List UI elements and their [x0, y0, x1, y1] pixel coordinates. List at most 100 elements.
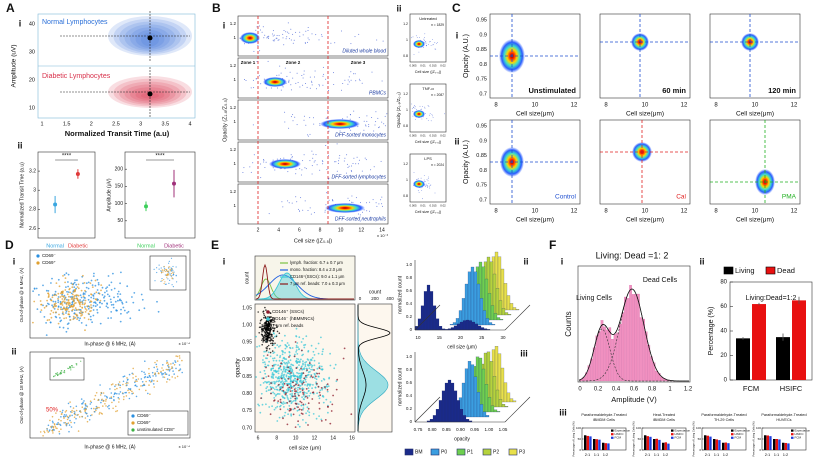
scatter-dot — [55, 426, 57, 428]
legend-marker — [266, 310, 270, 314]
sample-label: PBMCs — [369, 90, 386, 96]
scatter-dot — [261, 319, 263, 321]
scatter-dot — [264, 370, 266, 372]
scatter-dot — [309, 362, 311, 364]
scatter-dot — [257, 26, 258, 27]
scatter-dot — [58, 431, 60, 433]
scatter-dot — [362, 171, 363, 172]
scatter-dot — [272, 367, 274, 369]
scatter-dot — [263, 313, 265, 315]
scatter-dot — [299, 426, 301, 428]
scatter-dot — [272, 392, 274, 394]
scatter-dot — [81, 297, 83, 299]
scatter-dot — [72, 367, 73, 368]
histogram-bar — [635, 294, 637, 381]
scatter-dot — [305, 43, 306, 44]
scatter-dot — [301, 382, 303, 384]
scatter-dot — [291, 390, 293, 392]
scatter-dot — [299, 36, 300, 37]
scatter-dot — [73, 286, 75, 288]
scatter-dot — [165, 284, 166, 285]
scatter-dot — [68, 300, 70, 302]
scatter-dot — [383, 41, 384, 42]
y-tick-label: 60 — [720, 304, 727, 310]
scatter-dot — [305, 200, 306, 201]
scatter-dot — [424, 107, 425, 108]
x-tick-label: 10 — [293, 435, 299, 441]
scatter-dot — [414, 54, 415, 55]
scatter-dot — [285, 394, 287, 396]
scatter-dot — [292, 372, 294, 374]
scatter-dot — [172, 277, 173, 278]
scatter-dot — [55, 291, 57, 293]
scatter-dot — [331, 410, 333, 412]
scatter-dot — [89, 306, 91, 308]
scatter-dot — [119, 381, 121, 383]
scatter-dot — [172, 270, 173, 271]
scatter-dot — [55, 294, 57, 296]
scatter-dot — [284, 402, 286, 404]
scatter-dot — [308, 387, 310, 389]
scatter-dot — [309, 364, 311, 366]
panel-label: A — [6, 1, 15, 15]
plot-title: Paraformaldehyde-Treated — [761, 413, 806, 417]
x-axis-label: Cell size(μm) — [516, 217, 554, 224]
scatter-dot — [117, 300, 119, 302]
scatter-dot — [291, 387, 293, 389]
scatter-dot — [302, 210, 303, 211]
scatter-dot — [179, 364, 181, 366]
scatter-dot — [120, 321, 122, 323]
y-tick-label: 150 — [115, 184, 124, 190]
scatter-dot — [171, 270, 172, 271]
scatter-dot — [263, 310, 265, 312]
legend-label: BM — [415, 449, 423, 455]
scatter-dot — [60, 320, 62, 322]
scatter-dot — [88, 313, 90, 315]
scatter-dot — [251, 87, 252, 88]
scatter-dot — [94, 411, 96, 413]
scatter-dot — [147, 393, 149, 395]
y-axis-label: Amplitude (uV) — [11, 45, 18, 88]
scatter-dot — [112, 408, 114, 410]
scatter-dot — [430, 41, 431, 42]
histogram-bar — [454, 326, 457, 330]
subpanel-label: iii — [559, 407, 567, 417]
scatter-dot — [288, 360, 290, 362]
scatter-dot — [311, 387, 313, 389]
scatter-dot — [304, 364, 306, 366]
scatter-dot — [319, 85, 320, 86]
scatter-dot — [339, 158, 340, 159]
histogram-bar — [460, 409, 463, 422]
scatter-dot — [343, 358, 345, 360]
scatter-dot — [145, 381, 147, 383]
scatter-dot — [263, 162, 264, 163]
scatter-dot — [259, 371, 261, 373]
scatter-dot — [59, 326, 61, 328]
scatter-dot — [312, 365, 314, 367]
category-label: 1:2 — [783, 452, 789, 457]
scatter-dot — [141, 371, 143, 373]
scatter-dot — [73, 407, 75, 409]
y-tick-label: 1 — [406, 108, 408, 112]
bar — [602, 443, 604, 450]
category-label: 2:1 — [645, 452, 651, 457]
condition-label: Cal — [676, 194, 686, 201]
scatter-dot — [435, 49, 436, 50]
bar — [769, 436, 771, 450]
scatter-dot — [99, 293, 101, 295]
scatter-dot — [95, 302, 97, 304]
y-tick-label: 100 — [115, 201, 124, 207]
scatter-dot — [301, 169, 302, 170]
scatter-dot — [280, 365, 282, 367]
scatter-dot — [286, 76, 287, 77]
scatter-dot — [42, 435, 44, 437]
scatter-dot — [290, 415, 292, 417]
subpanel-label: ii — [699, 256, 704, 266]
scatter-dot — [258, 332, 260, 334]
x-tick-label: 2 — [257, 227, 260, 233]
legend-label: CD69⁺ — [42, 260, 57, 265]
scatter-dot — [325, 212, 326, 213]
scatter-dot — [91, 321, 93, 323]
y-tick-label: 0 — [410, 419, 413, 424]
x-tick-label: 200 — [371, 296, 379, 301]
